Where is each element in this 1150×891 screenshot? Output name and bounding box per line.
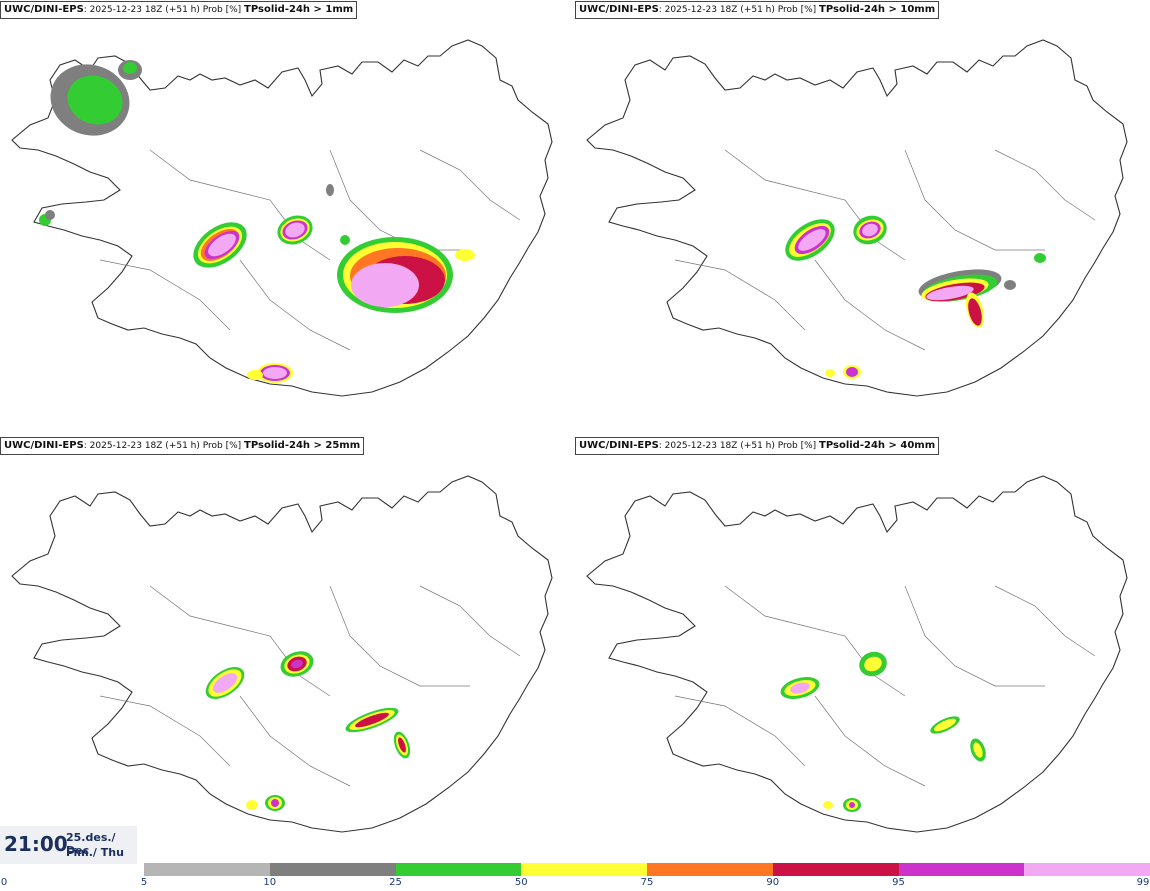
- probability-area: [849, 802, 855, 808]
- contour-line: [674, 695, 806, 767]
- panel-title: UWC/DINI-EPS: 2025-12-23 18Z (+51 h) Pro…: [0, 1, 358, 19]
- model-name: UWC/DINI-EPS: [579, 4, 659, 15]
- probability-area: [1004, 280, 1016, 290]
- colorbar-segment: [1024, 863, 1150, 876]
- contour-line: [814, 259, 926, 351]
- panel-title: UWC/DINI-EPS: 2025-12-23 18Z (+51 h) Pro…: [0, 437, 365, 455]
- run-info: : 2025-12-23 18Z (+51 h) Prob [%]: [658, 441, 820, 451]
- valid-day: Fim./ Thu: [66, 846, 124, 859]
- run-info: : 2025-12-23 18Z (+51 h) Prob [%]: [83, 5, 245, 15]
- colorbar-segment: [521, 863, 647, 876]
- iceland-map: [11, 39, 553, 397]
- colorbar-tick-label: 99: [1136, 877, 1150, 888]
- contour-line: [329, 585, 470, 687]
- probability-area: [247, 370, 263, 380]
- contour-line: [904, 149, 1045, 251]
- probability-area: [1034, 253, 1046, 263]
- iceland-map: [11, 475, 553, 833]
- probability-area: [864, 656, 882, 672]
- contour-line: [419, 149, 521, 221]
- coastline: [586, 39, 1128, 397]
- contour-line: [419, 585, 521, 657]
- contour-line: [994, 585, 1096, 657]
- probability-area: [291, 659, 303, 669]
- threshold-label: TPsolid-24h > 25mm: [244, 440, 361, 451]
- threshold-label: TPsolid-24h > 10mm: [819, 4, 936, 15]
- colorbar-segment: [898, 863, 1025, 876]
- colorbar-segment: [772, 863, 899, 876]
- colorbar-tick-label: 95: [892, 877, 905, 888]
- colorbar-tick-label: 5: [140, 877, 148, 888]
- contour-line: [239, 259, 351, 351]
- colorbar-tick-label: 50: [514, 877, 528, 888]
- contour-line: [99, 695, 231, 767]
- probability-area: [798, 229, 826, 251]
- probability-area: [340, 235, 350, 245]
- run-info: : 2025-12-23 18Z (+51 h) Prob [%]: [83, 441, 245, 451]
- colorbar-tick-label: 0: [0, 877, 8, 888]
- probability-area: [825, 369, 835, 377]
- contour-line: [814, 695, 926, 787]
- valid-time-box: 21:00 25.des./ Dec Fim./ Thu: [0, 826, 137, 864]
- threshold-label: TPsolid-24h > 40mm: [819, 440, 936, 451]
- coastline: [11, 475, 553, 833]
- colorbar-tick-label: 90: [766, 877, 780, 888]
- probability-area: [326, 184, 334, 196]
- valid-hour: 21:00: [4, 832, 68, 856]
- probability-area: [933, 718, 957, 732]
- colorbar-segment: [144, 863, 270, 876]
- model-name: UWC/DINI-EPS: [4, 4, 84, 15]
- probability-area: [968, 298, 982, 326]
- probability-area: [398, 737, 406, 753]
- probability-area: [973, 742, 983, 758]
- probability-area: [846, 367, 858, 377]
- colorbar-segment: [395, 863, 522, 876]
- map-panel-1: UWC/DINI-EPS: 2025-12-23 18Z (+51 h) Pro…: [0, 0, 575, 436]
- probability-area: [351, 263, 419, 307]
- probability-area: [263, 367, 287, 379]
- contour-line: [149, 149, 331, 261]
- iceland-map: [586, 39, 1128, 397]
- model-name: UWC/DINI-EPS: [4, 440, 84, 451]
- panel-title: UWC/DINI-EPS: 2025-12-23 18Z (+51 h) Pro…: [575, 437, 940, 455]
- probability-area: [355, 712, 389, 728]
- panel-title: UWC/DINI-EPS: 2025-12-23 18Z (+51 h) Pro…: [575, 1, 940, 19]
- map-panel-4: UWC/DINI-EPS: 2025-12-23 18Z (+51 h) Pro…: [575, 436, 1150, 872]
- probability-area: [862, 223, 878, 237]
- colorbar-tick-label: 25: [389, 877, 402, 888]
- contour-line: [994, 149, 1096, 221]
- probability-area: [212, 673, 238, 693]
- probability-area: [455, 249, 475, 261]
- map-panel-3: UWC/DINI-EPS: 2025-12-23 18Z (+51 h) Pro…: [0, 436, 575, 872]
- contour-line: [239, 695, 351, 787]
- probability-area: [823, 801, 833, 809]
- probability-area: [285, 222, 305, 238]
- probability-area: [271, 799, 279, 807]
- probability-area: [123, 62, 137, 74]
- probability-area: [926, 285, 974, 301]
- contour-line: [904, 585, 1045, 687]
- model-name: UWC/DINI-EPS: [579, 440, 659, 451]
- probability-area: [790, 682, 810, 694]
- contour-line: [724, 585, 906, 697]
- run-info: : 2025-12-23 18Z (+51 h) Prob [%]: [658, 5, 820, 15]
- colorbar-segment: [647, 863, 773, 876]
- valid-date: 25.des./ Dec: [66, 831, 116, 857]
- map-panel-2: UWC/DINI-EPS: 2025-12-23 18Z (+51 h) Pro…: [575, 0, 1150, 436]
- contour-line: [674, 259, 806, 331]
- threshold-label: TPsolid-24h > 1mm: [244, 4, 354, 15]
- probability-area: [67, 75, 123, 125]
- contour-line: [99, 259, 231, 331]
- probability-area: [45, 210, 55, 220]
- probability-area: [208, 233, 236, 257]
- contour-line: [149, 585, 331, 697]
- iceland-map: [586, 475, 1128, 833]
- colorbar-segment: [269, 863, 396, 876]
- probability-area: [246, 800, 258, 810]
- probability-colorbar: [144, 863, 1150, 876]
- coastline: [586, 475, 1128, 833]
- contour-line: [724, 149, 906, 261]
- colorbar-tick-label: 10: [263, 877, 277, 888]
- colorbar-tick-label: 75: [640, 877, 654, 888]
